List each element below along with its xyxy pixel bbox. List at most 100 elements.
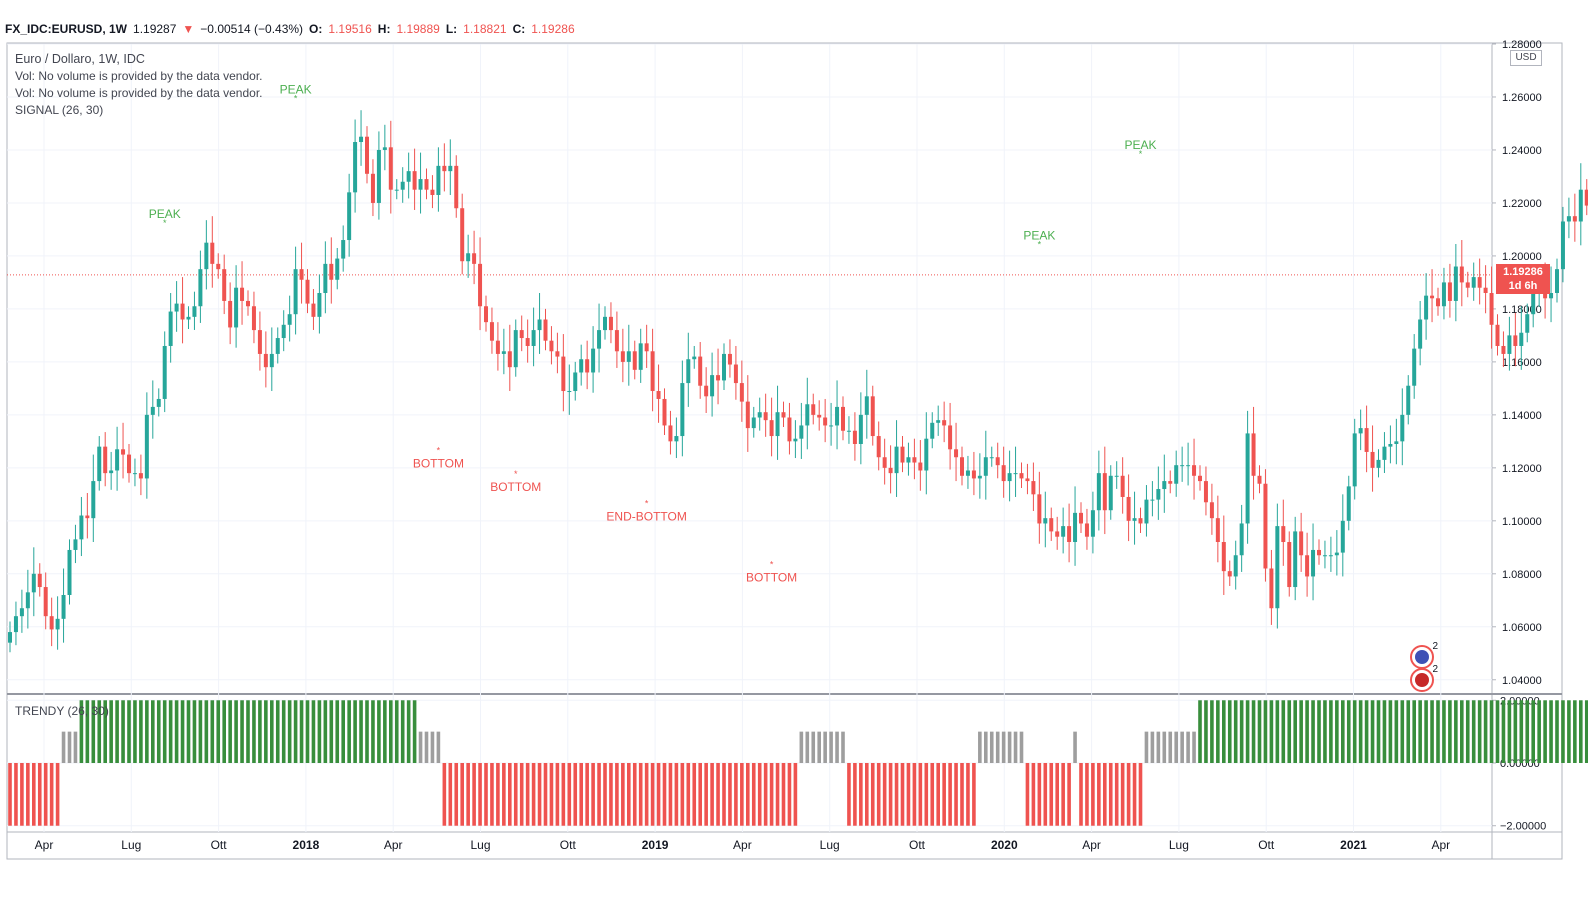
candle-body [454, 165, 459, 209]
candle-body [257, 330, 262, 354]
candle-body [180, 303, 185, 320]
trend-bar [1513, 700, 1518, 763]
trend-bar [79, 700, 84, 763]
candle-body [406, 171, 411, 182]
candle-body [37, 573, 42, 588]
candle-body [1061, 526, 1066, 537]
candle-body [472, 253, 477, 264]
candle-body [365, 136, 369, 174]
candle-body [977, 475, 982, 479]
candle-body [942, 420, 947, 426]
close-label: C: [512, 22, 526, 36]
trend-bar [496, 763, 500, 826]
trend-bar [1001, 731, 1006, 763]
trend-bar [1150, 731, 1155, 763]
time-tick-label: Ott [211, 838, 228, 852]
trend-bar [1019, 731, 1024, 763]
candles [8, 110, 1588, 653]
candle-body [692, 356, 697, 360]
candle-body [466, 253, 471, 262]
trend-bar [609, 763, 613, 826]
trend-bar [335, 700, 340, 763]
trend-bar [1507, 700, 1512, 763]
candle-body [1299, 531, 1304, 556]
trend-bar [430, 731, 435, 763]
trend-bar [305, 700, 310, 763]
candle-body [793, 438, 798, 442]
trend-bar [924, 763, 929, 826]
trend-bar [1049, 763, 1054, 826]
candle-body [1531, 290, 1536, 315]
last-price-tag-value: 1.19286 [1503, 266, 1543, 278]
indicator-label[interactable]: TRENDY (26, 30) [15, 704, 109, 718]
trend-bar [1352, 700, 1357, 763]
candle-body [216, 263, 221, 270]
trend-bar [1037, 763, 1042, 826]
candle-body [1555, 269, 1559, 294]
candle-body [686, 359, 691, 384]
symbol-label[interactable]: FX_IDC:EURUSD, 1W [5, 22, 128, 36]
candle-body [8, 632, 12, 643]
trend-bar [1239, 700, 1244, 763]
candle-body [1358, 428, 1363, 434]
candle-body [382, 147, 387, 150]
candle-body [150, 406, 155, 415]
candle-body [537, 319, 542, 331]
candle-body [19, 608, 24, 617]
trend-bar [841, 731, 845, 763]
candle-body [1013, 473, 1018, 475]
trend-bar [1430, 700, 1434, 763]
trend-bar [156, 700, 161, 763]
trend-bar [466, 763, 470, 826]
candle-body [614, 330, 619, 352]
candle-body [73, 539, 78, 550]
open-value: 1.19516 [328, 22, 372, 36]
candle-body [1245, 433, 1250, 524]
trend-bar [67, 731, 72, 763]
indicator-tick-label: −2.00000 [1500, 821, 1546, 833]
trend-bar [1263, 700, 1268, 763]
trend-bar [1025, 763, 1030, 826]
trend-bar [1341, 700, 1345, 763]
signal-marker: * [514, 469, 518, 479]
candle-body [156, 398, 161, 407]
trend-bar [1085, 763, 1089, 826]
legend-volume-1[interactable]: Vol: No volume is provided by the data v… [15, 69, 263, 83]
trend-bar [460, 763, 464, 826]
candle-body [281, 324, 286, 339]
us-flag-icon[interactable]: 2 [1410, 664, 1438, 692]
signal-marker: * [294, 94, 298, 104]
candle-body [460, 208, 465, 262]
currency-label[interactable]: USD [1510, 50, 1542, 66]
candle-body [608, 316, 613, 331]
trend-bar [1525, 700, 1530, 763]
candle-body [722, 353, 726, 381]
trend-bar [97, 700, 102, 763]
time-tick-label: Apr [384, 838, 403, 852]
candle-body [549, 340, 554, 352]
eu-flag-icon[interactable]: 2 [1410, 641, 1438, 669]
trend-bar [1394, 700, 1399, 763]
legend-title[interactable]: Euro / Dollaro, 1W, IDC [15, 52, 145, 66]
trend-bar [1400, 700, 1405, 763]
candle-body [55, 618, 60, 630]
trend-bar [543, 763, 548, 826]
trend-bar [20, 763, 24, 826]
trend-bar [293, 700, 298, 763]
trend-bar [281, 700, 286, 763]
candle-body [495, 340, 500, 354]
candle-body [912, 457, 917, 463]
candle-body [1007, 473, 1012, 482]
candle-body [1108, 475, 1113, 511]
legend-volume-2[interactable]: Vol: No volume is provided by the data v… [15, 86, 263, 100]
candle-body [1138, 518, 1143, 524]
trend-bar [918, 763, 923, 826]
trend-bar [787, 763, 792, 826]
trend-bar [906, 763, 911, 826]
trend-bar [139, 700, 143, 763]
trend-bar [1442, 700, 1446, 763]
candle-body [799, 425, 804, 439]
legend-signal[interactable]: SIGNAL (26, 30) [15, 103, 104, 117]
trend-bar [1358, 700, 1363, 763]
